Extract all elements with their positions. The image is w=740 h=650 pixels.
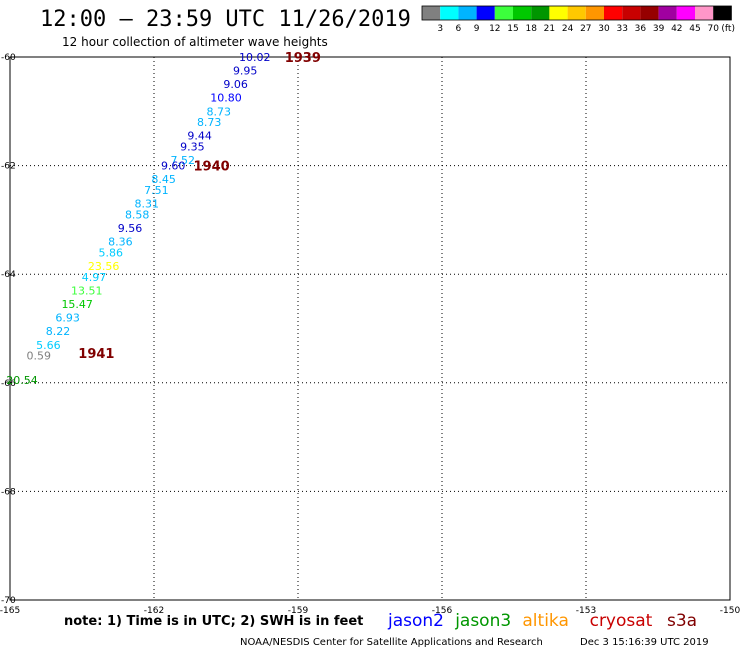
wave-height-label: 13.51 xyxy=(71,284,103,297)
wave-height-label: 8.22 xyxy=(46,325,71,338)
colorbar-label: 27 xyxy=(580,24,591,34)
x-tick-label: -150 xyxy=(720,606,740,616)
colorbar-frame xyxy=(421,5,732,21)
x-tick-label: -153 xyxy=(576,606,596,616)
wave-height-label: 20.54 xyxy=(6,374,38,387)
colorbar-legend: 3 6 9 12 15 18 21 24 27 30 33 36 39 42 45 70 (ft) xyxy=(421,5,735,34)
colorbar-label: 45 xyxy=(689,24,700,34)
colorbar-swatch xyxy=(476,6,495,20)
plot-area xyxy=(9,56,731,601)
wave-height-label: 9.35 xyxy=(180,141,205,154)
y-tick-label: -64 xyxy=(1,270,16,280)
wave-height-label: 9.06 xyxy=(223,78,248,91)
colorbar-label: 21 xyxy=(544,24,555,34)
x-tick-label: -165 xyxy=(0,606,20,616)
wave-height-label: 23.56 xyxy=(88,260,120,273)
colorbar-swatch xyxy=(440,6,459,20)
y-tick-label: -68 xyxy=(1,487,16,497)
colorbar-swatch xyxy=(513,6,532,20)
colorbar-label: 12 xyxy=(489,24,500,34)
wave-height-label: 9.56 xyxy=(118,222,143,235)
colorbar-swatch xyxy=(531,6,550,20)
time-label: 1940 xyxy=(194,160,230,175)
x-tick-label: -159 xyxy=(288,606,309,616)
colorbar-swatch xyxy=(676,6,695,20)
colorbar-unit: (ft) xyxy=(721,24,735,34)
mission-jason3: jason3 xyxy=(454,611,511,631)
colorbar-label: 15 xyxy=(507,24,518,34)
colorbar-swatch xyxy=(494,6,513,20)
wave-height-label: 9.60 xyxy=(161,160,186,173)
plot-frame xyxy=(9,56,731,601)
grid-lines xyxy=(10,57,730,600)
colorbar-label: 70 xyxy=(707,24,719,34)
time-labels: 1939 1940 1941 xyxy=(78,51,321,362)
footer-credit: NOAA/NESDIS Center for Satellite Applica… xyxy=(240,637,543,648)
wave-height-label: 10.02 xyxy=(239,51,271,64)
colorbar-swatch xyxy=(585,6,604,20)
wave-height-label: 8.45 xyxy=(151,173,176,186)
wave-height-label: 15.47 xyxy=(61,298,93,311)
time-label: 1941 xyxy=(78,347,114,362)
colorbar-label: 18 xyxy=(525,24,537,34)
colorbar-label: 9 xyxy=(474,24,480,34)
wave-height-label: 0.59 xyxy=(27,350,52,363)
wave-height-label: 8.36 xyxy=(108,236,133,249)
y-tick-label: -66 xyxy=(1,379,16,389)
colorbar-swatch xyxy=(458,6,477,20)
colorbar-swatch xyxy=(695,6,714,20)
mission-legend: jason2 jason3 altika cryosat s3a xyxy=(387,611,697,631)
wave-height-label: 5.66 xyxy=(36,339,61,352)
colorbar-swatch xyxy=(713,6,732,20)
y-tick-label: -60 xyxy=(1,53,16,63)
colorbar-label: 39 xyxy=(653,24,665,34)
colorbar-label: 3 xyxy=(437,24,443,34)
wave-height-label: 8.73 xyxy=(197,116,222,129)
wave-height-label: 4.97 xyxy=(82,271,107,284)
y-tick-labels: -60 -62 -64 -66 -68 -70 xyxy=(1,53,16,606)
chart-title: 12:00 – 23:59 UTC 11/26/2019 xyxy=(40,7,411,32)
wave-height-label: 9.44 xyxy=(187,130,212,143)
colorbar-label: 36 xyxy=(635,24,647,34)
colorbar-swatch xyxy=(422,6,441,20)
time-label: 1939 xyxy=(285,51,321,66)
x-tick-labels: -165 -162 -159 -156 -153 -150 xyxy=(0,606,740,616)
colorbar-label: 42 xyxy=(671,24,682,34)
colorbar-swatch xyxy=(549,6,568,20)
y-tick-label: -62 xyxy=(1,162,16,172)
wave-height-label: 8.73 xyxy=(207,105,232,118)
colorbar-swatch xyxy=(604,6,623,20)
colorbar-label: 33 xyxy=(616,24,627,34)
x-tick-label: -162 xyxy=(144,606,164,616)
mission-jason2: jason2 xyxy=(387,611,444,631)
colorbar-swatch xyxy=(640,6,659,20)
footer-timestamp: Dec 3 15:16:39 UTC 2019 xyxy=(580,637,709,648)
wave-height-label: 7.51 xyxy=(144,184,169,197)
y-tick-label: -70 xyxy=(1,596,16,606)
wave-height-label: 7.52 xyxy=(171,154,196,167)
colorbar-label: 6 xyxy=(456,24,462,34)
colorbar-swatch xyxy=(567,6,586,20)
wave-height-label: 8.58 xyxy=(125,208,150,221)
wave-height-label: 9.95 xyxy=(233,65,258,78)
wave-height-label: 6.93 xyxy=(55,312,80,325)
wave-height-label: 10.80 xyxy=(210,92,242,105)
x-tick-label: -156 xyxy=(432,606,453,616)
mission-altika: altika xyxy=(522,611,569,631)
mission-s3a: s3a xyxy=(667,611,697,631)
chart-subtitle: 12 hour collection of altimeter wave hei… xyxy=(62,35,328,49)
colorbar-label: 30 xyxy=(598,24,610,34)
wave-height-label: 8.31 xyxy=(135,198,160,211)
footer-note: note: 1) Time is in UTC; 2) SWH is in fe… xyxy=(64,614,363,629)
data-points: 10.029.959.0610.808.738.739.449.357.529.… xyxy=(6,51,270,387)
mission-cryosat: cryosat xyxy=(590,611,653,631)
colorbar-label: 24 xyxy=(562,24,574,34)
colorbar-swatch xyxy=(622,6,641,20)
colorbar-swatch xyxy=(658,6,677,20)
wave-height-label: 5.86 xyxy=(99,246,124,259)
